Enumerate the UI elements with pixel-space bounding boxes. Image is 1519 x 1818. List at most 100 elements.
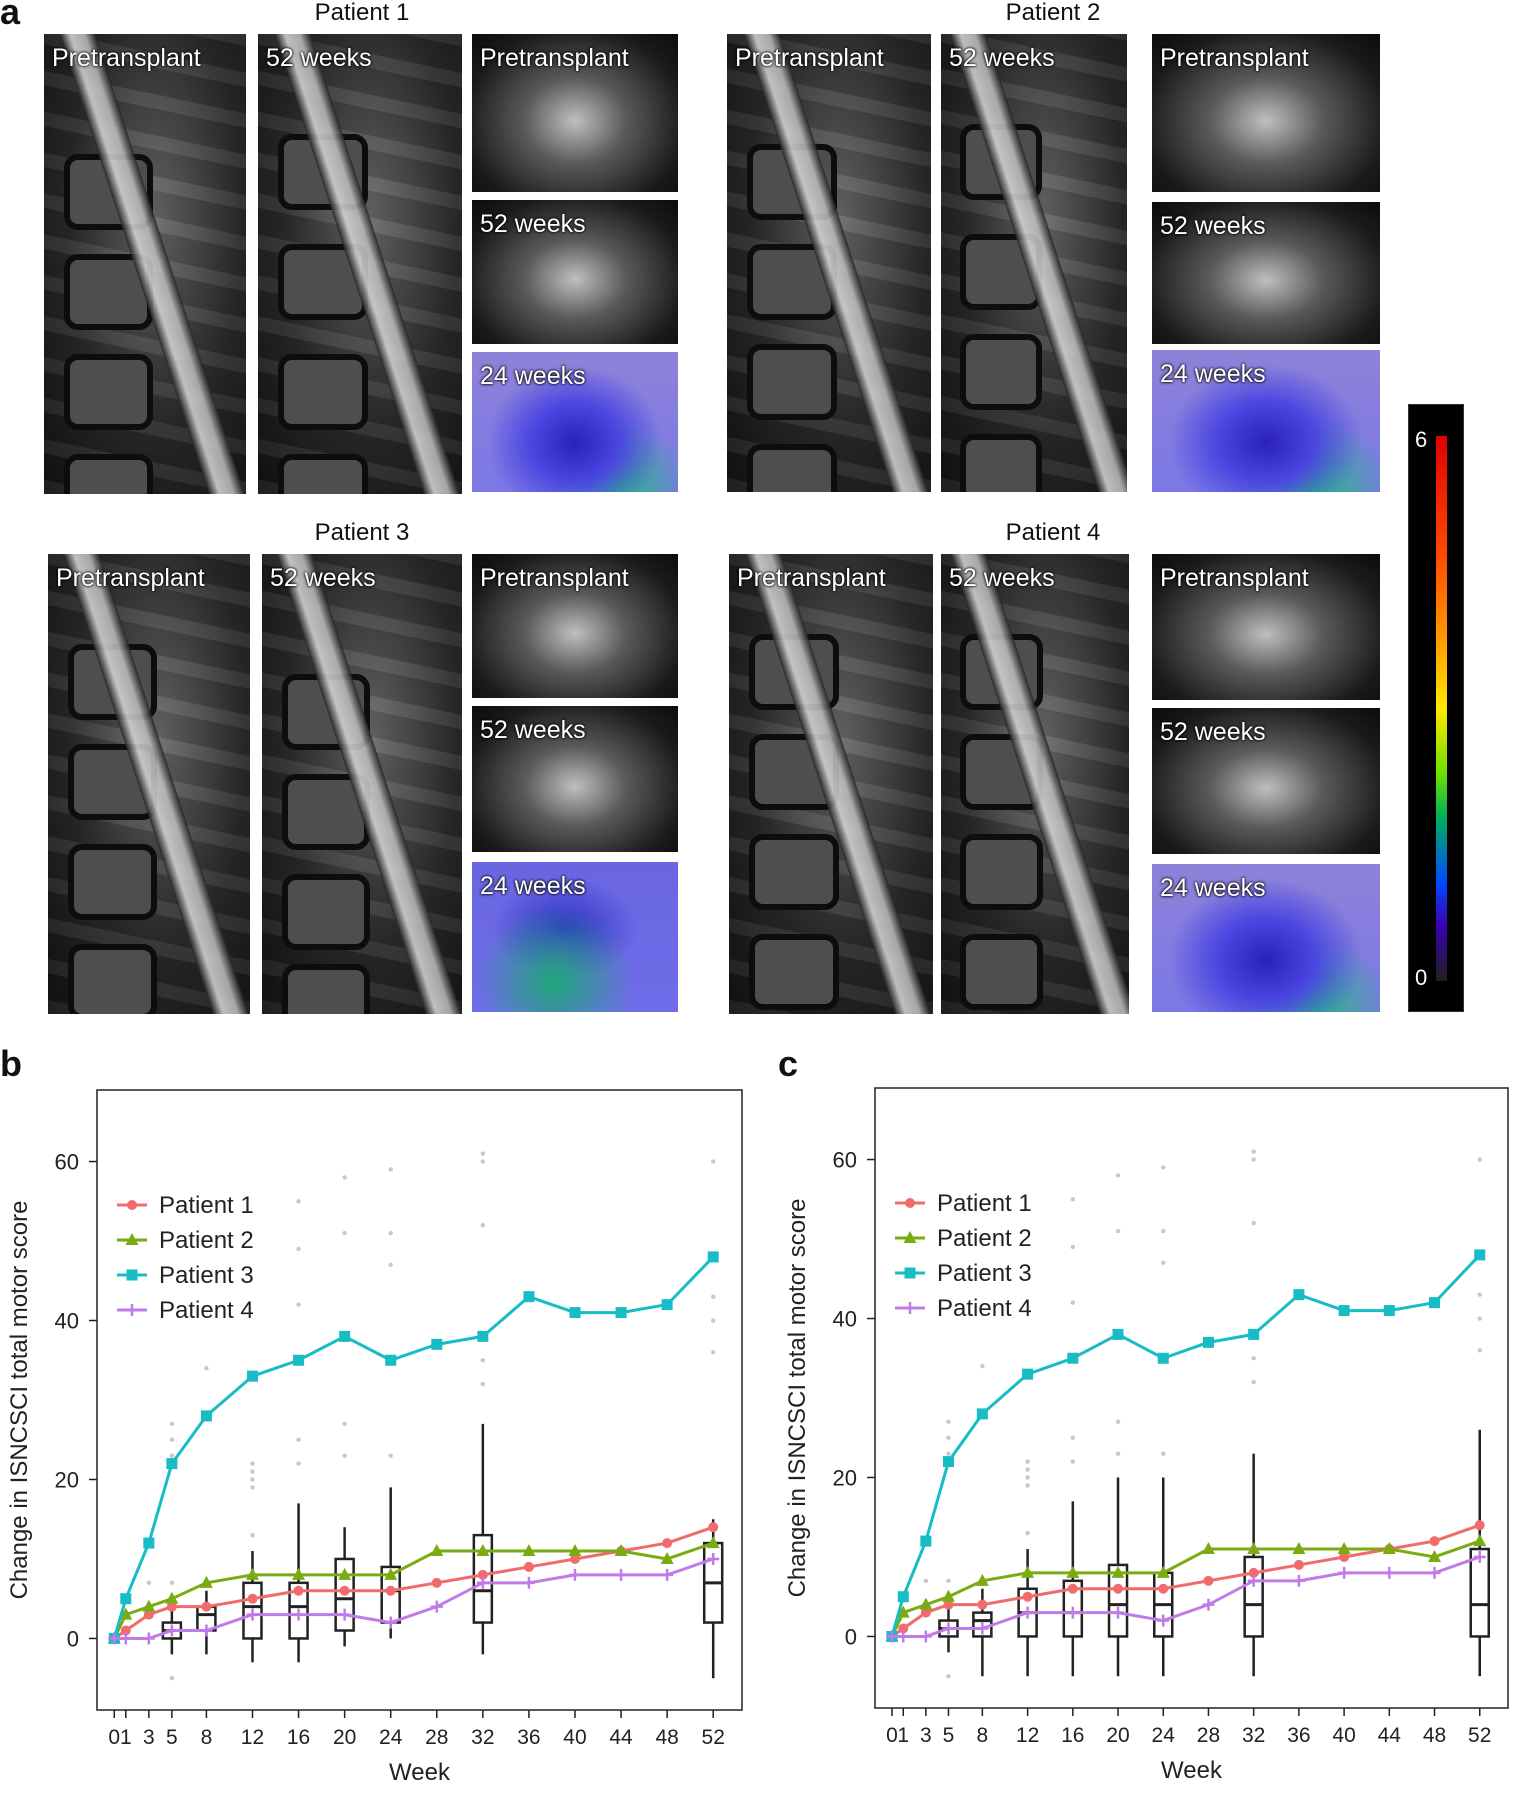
outlier-point	[946, 1435, 951, 1440]
y-tick-label: 0	[845, 1624, 857, 1649]
patient-4-axial-post-image: 52 weeks	[1152, 708, 1380, 854]
patient-3-sagittal-post-image: 52 weeks	[262, 554, 462, 1014]
boxplot	[1469, 1429, 1490, 1677]
series-point	[199, 1575, 213, 1588]
series-point	[706, 1536, 720, 1549]
series-point	[142, 1632, 155, 1645]
series-point	[1338, 1566, 1351, 1579]
x-tick-label: 32	[1242, 1724, 1265, 1747]
series-point	[200, 1410, 212, 1422]
patient-4-pre-label: Pretransplant	[737, 564, 886, 592]
series-point	[143, 1537, 155, 1549]
x-tick-label: 28	[1197, 1724, 1220, 1747]
outlier-point	[296, 1199, 301, 1204]
y-tick-label: 60	[833, 1148, 857, 1173]
series-point	[246, 1608, 259, 1621]
outlier-point	[388, 1453, 393, 1458]
patient-1-axial-pre-label: Pretransplant	[480, 44, 629, 72]
series-point	[707, 1552, 720, 1565]
series-point	[385, 1585, 396, 1596]
series-point	[1157, 1614, 1170, 1627]
patient-4-axial-post-label: 52 weeks	[1160, 718, 1266, 746]
patient-1-axial-pre-image: Pretransplant	[472, 34, 678, 192]
legend-label: Patient 2	[937, 1225, 1032, 1252]
series-point	[522, 1576, 535, 1589]
outlier-point	[711, 1159, 716, 1164]
series-point	[661, 1299, 673, 1311]
series-point	[247, 1593, 258, 1604]
patient-1-pre-label: Pretransplant	[52, 44, 201, 72]
series-point	[660, 1551, 674, 1564]
outlier-point	[169, 1453, 175, 1458]
x-axis-label: Week	[1161, 1757, 1223, 1784]
series-point	[108, 1632, 121, 1645]
outlier-point	[480, 1358, 486, 1363]
outlier-point	[342, 1175, 347, 1180]
patient-2-axial-post-label: 52 weeks	[1160, 212, 1266, 240]
outlier-point	[250, 1532, 255, 1538]
outlier-point	[1251, 1379, 1256, 1385]
patient-1-sagittal-pre-image: Pretransplant	[44, 34, 246, 494]
series-point	[476, 1576, 489, 1589]
x-tick-label: 44	[609, 1726, 633, 1749]
patient-3-axial-post-label: 52 weeks	[480, 716, 586, 744]
series-point	[120, 1593, 132, 1605]
x-tick-label: 8	[977, 1724, 989, 1747]
outlier-point	[946, 1578, 951, 1584]
series-point	[166, 1601, 177, 1612]
patient-3-post-label: 52 weeks	[270, 564, 376, 592]
x-tick-label: 48	[1423, 1724, 1446, 1747]
series-point	[708, 1522, 719, 1533]
x-tick-label: 52	[1468, 1724, 1491, 1747]
outlier-point	[711, 1318, 716, 1323]
outlier-point	[1161, 1165, 1166, 1170]
patient-2-sagittal-pre-image: Pretransplant	[727, 34, 931, 492]
series-point	[1066, 1606, 1079, 1619]
outlier-point	[1477, 1348, 1482, 1353]
outlier-point	[169, 1580, 175, 1586]
boxplot	[1243, 1453, 1264, 1677]
series-point	[523, 1561, 534, 1572]
series-point	[1202, 1598, 1215, 1611]
series-point	[1021, 1565, 1035, 1578]
series-point	[1203, 1575, 1214, 1586]
outlier-point	[296, 1437, 301, 1442]
outlier-point	[250, 1477, 255, 1482]
outlier-point	[296, 1461, 301, 1466]
x-tick-label: 3	[143, 1726, 155, 1749]
boxplot	[196, 1590, 217, 1655]
outlier-point	[946, 1419, 951, 1425]
outlier-point	[1251, 1356, 1256, 1361]
series-point	[143, 1609, 154, 1620]
legend-entry: Patient 4	[895, 1295, 1032, 1322]
series-point	[1473, 1534, 1487, 1547]
series-point	[246, 1370, 258, 1382]
outlier-point	[388, 1230, 393, 1236]
series-point	[119, 1607, 133, 1620]
series-point	[977, 1599, 988, 1610]
outlier-point	[1070, 1244, 1076, 1250]
series-point	[707, 1251, 719, 1263]
series-point	[477, 1330, 489, 1342]
outlier-point	[1115, 1451, 1121, 1456]
series-point	[568, 1568, 581, 1581]
series-point	[976, 1408, 988, 1420]
boxplot	[472, 1423, 494, 1655]
series-point	[919, 1597, 933, 1610]
outlier-point	[1025, 1475, 1030, 1480]
series-point	[1383, 1305, 1395, 1317]
series-point	[662, 1538, 673, 1549]
series-line	[113, 1525, 714, 1640]
outlier-point	[146, 1580, 152, 1586]
patient-2-axial-pre-label: Pretransplant	[1160, 44, 1309, 72]
outlier-point	[169, 1437, 175, 1442]
outlier-point	[480, 1222, 486, 1228]
patient-3-title: Patient 3	[314, 519, 410, 546]
series-line	[112, 1255, 715, 1639]
x-tick-label: 5	[166, 1726, 178, 1749]
series-point	[430, 1544, 444, 1557]
series-point	[1112, 1328, 1124, 1340]
legend-entry: Patient 1	[117, 1192, 254, 1219]
y-tick-label: 40	[833, 1307, 857, 1332]
patient-2-map-image: 24 weeks	[1152, 350, 1380, 492]
